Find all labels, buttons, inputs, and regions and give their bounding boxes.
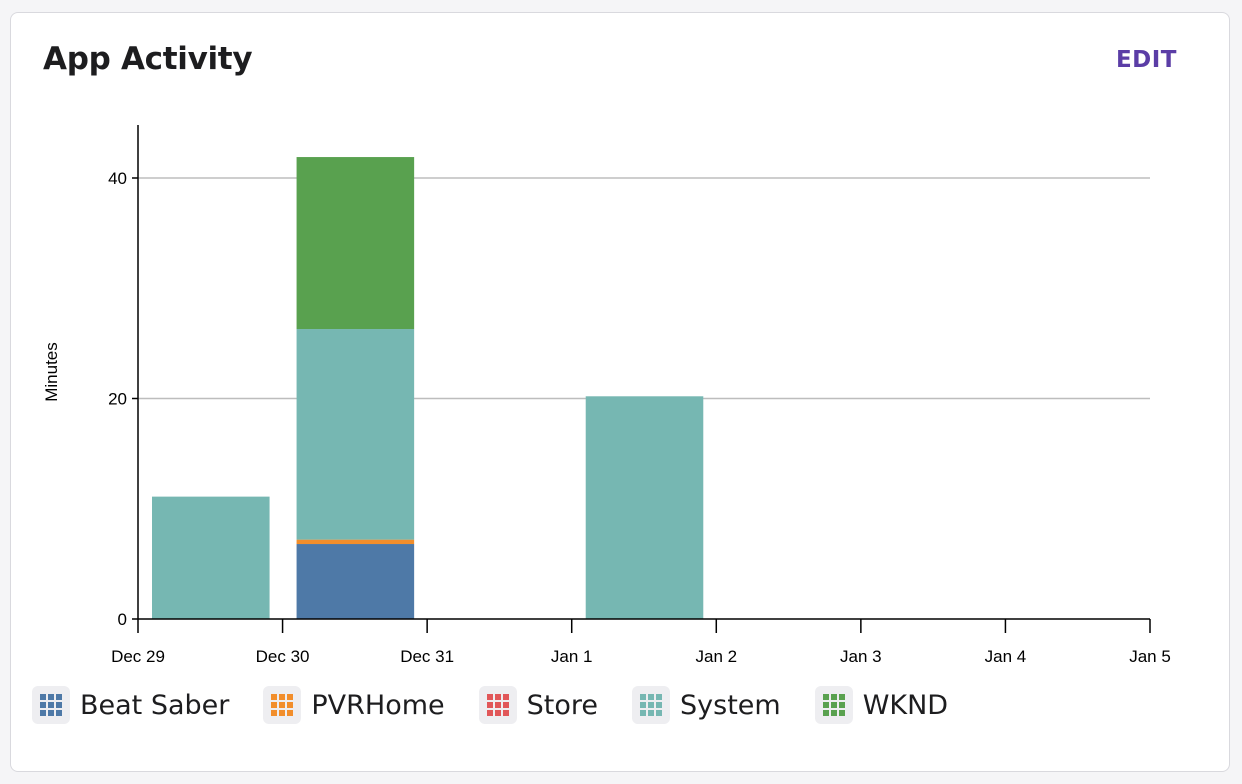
y-tick-label: 20 — [108, 390, 127, 409]
card-title: App Activity — [43, 41, 253, 77]
x-tick-label: Jan 3 — [840, 647, 882, 666]
x-tick-label: Jan 5 — [1129, 647, 1171, 666]
legend-swatch — [263, 686, 302, 724]
y-tick-label: 0 — [118, 610, 127, 629]
grid-dots-icon — [822, 694, 845, 716]
grid-dots-icon — [486, 694, 509, 716]
grid-dots-icon — [640, 694, 663, 716]
bar-segment — [296, 539, 415, 545]
axes: 0 20 40 Dec 29 Dec 30 Dec 31 Jan 1 Jan 2 Jan 3 Ja… — [108, 125, 1171, 666]
bar-segment — [152, 496, 270, 619]
legend-swatch — [32, 686, 70, 724]
bar-segment — [296, 544, 415, 619]
app-activity-card: App Activity EDIT — [10, 12, 1230, 772]
legend-item[interactable]: Beat Saber — [32, 686, 229, 724]
legend-item[interactable]: Store — [478, 686, 599, 724]
bar-segment — [296, 329, 415, 540]
legend-item[interactable]: PVRHome — [263, 686, 445, 724]
x-tick-label: Jan 1 — [551, 647, 593, 666]
bars — [152, 157, 704, 619]
x-tick-label: Jan 4 — [985, 647, 1027, 666]
grid-dots-icon — [40, 694, 62, 716]
grid-lines — [138, 177, 1150, 400]
legend-swatch — [814, 686, 853, 724]
y-axis-label: Minutes — [42, 342, 61, 402]
legend-item[interactable]: System — [632, 686, 781, 724]
edit-button[interactable]: EDIT — [1115, 47, 1177, 73]
legend: Beat Saber PVRHome Store System WKND — [32, 686, 982, 724]
legend-label: PVRHome — [311, 689, 445, 721]
legend-label: WKND — [862, 689, 949, 721]
legend-label: System — [680, 689, 781, 721]
x-tick-label: Jan 2 — [695, 647, 737, 666]
y-tick-label: 40 — [108, 169, 127, 188]
legend-swatch — [632, 686, 671, 724]
x-tick-label: Dec 30 — [256, 647, 310, 666]
bar-segment — [585, 396, 704, 619]
x-tick-label: Dec 31 — [400, 647, 454, 666]
bar-segment — [296, 157, 415, 330]
legend-label: Beat Saber — [80, 689, 230, 721]
legend-label: Store — [526, 689, 599, 721]
legend-swatch — [478, 686, 517, 724]
x-tick-label: Dec 29 — [111, 647, 165, 666]
grid-dots-icon — [271, 694, 294, 716]
legend-item[interactable]: WKND — [814, 686, 949, 724]
